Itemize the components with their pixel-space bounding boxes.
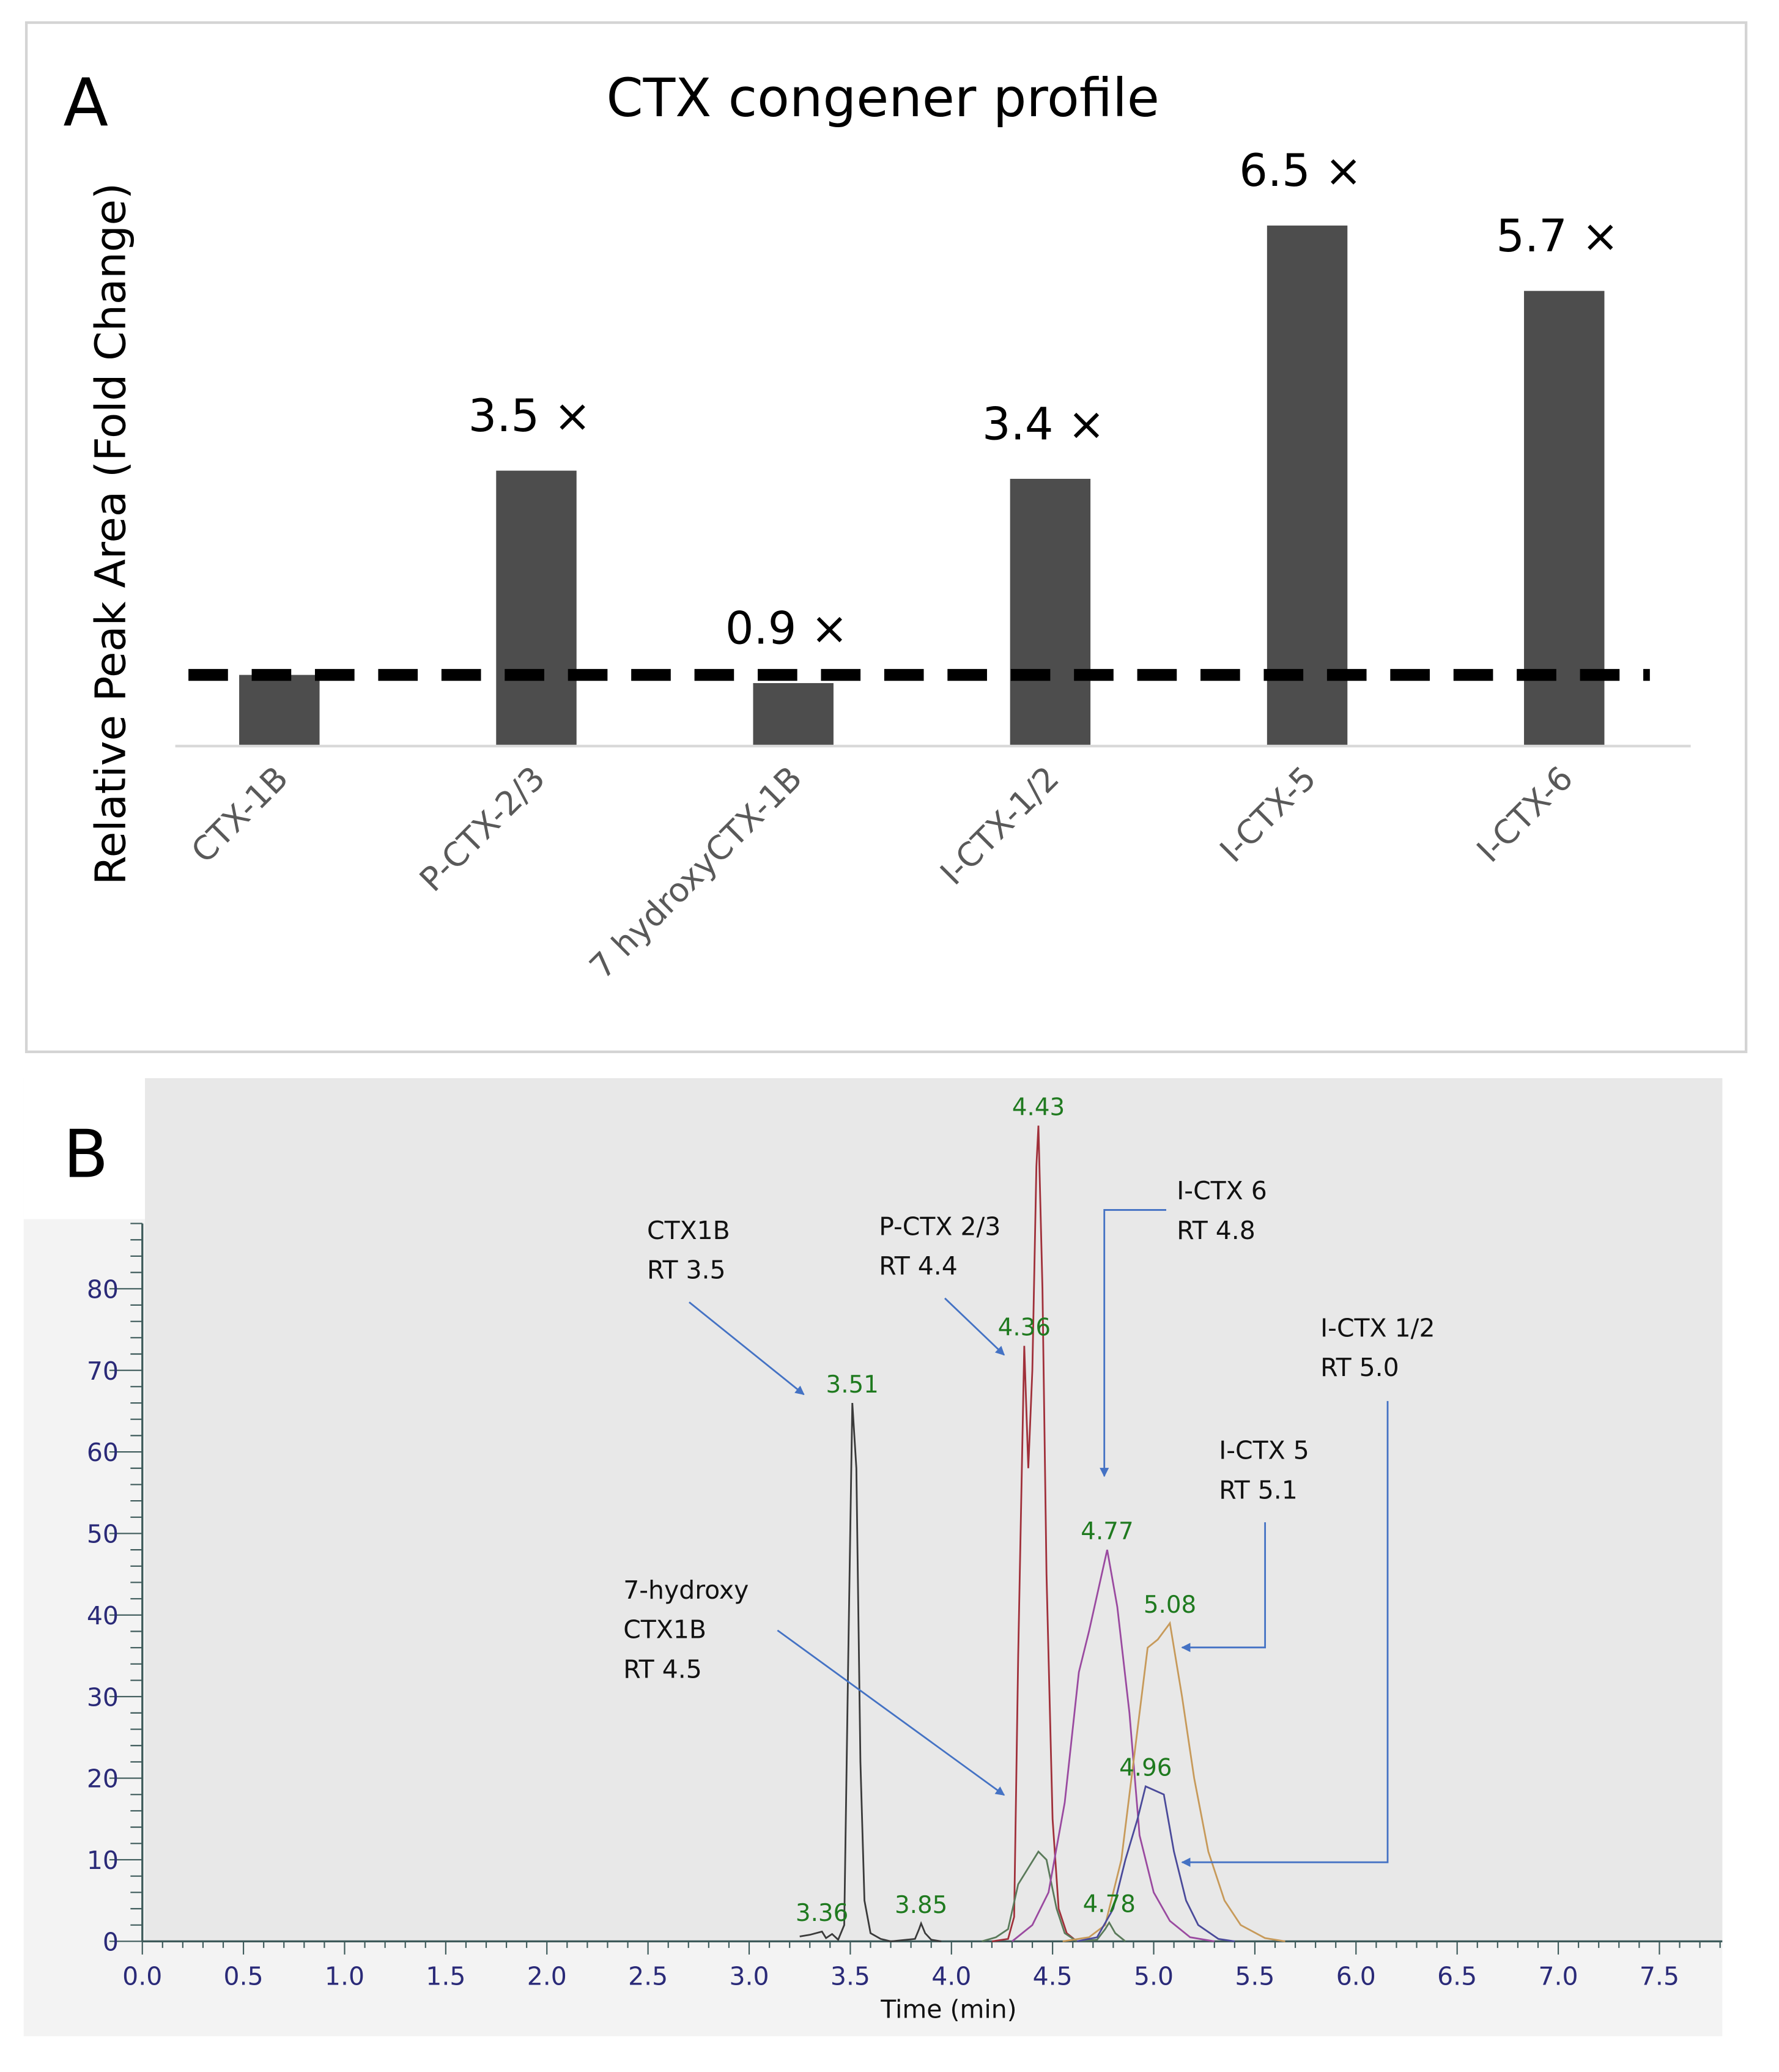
x-tick-label: 1.0 <box>325 1961 364 1991</box>
y-tick-label: 40 <box>87 1601 119 1630</box>
annotation-line: RT 4.5 <box>623 1654 702 1684</box>
annotation-line: RT 5.1 <box>1219 1475 1298 1504</box>
peak-label: 4.96 <box>1119 1755 1172 1782</box>
panel-a: A CTX congener profile Relative Peak Are… <box>24 21 1748 1054</box>
x-tick-label: 5.5 <box>1235 1961 1274 1991</box>
annotation-7-hydroxy: 7-hydroxy CTX1B RT 4.5 <box>623 1575 1005 1796</box>
trace-i-ctx-5 <box>1062 1621 1285 1942</box>
panel-b-label-box <box>23 1078 146 1219</box>
annotation-line: 7-hydroxy <box>623 1575 749 1605</box>
annotation-line: RT 5.0 <box>1320 1353 1399 1382</box>
annotation-line: I-CTX 5 <box>1219 1436 1309 1465</box>
annotation-ictx6: I-CTX 6 RT 4.8 <box>1100 1176 1267 1478</box>
y-tick-label: 60 <box>87 1438 119 1467</box>
peak-label: 4.77 <box>1081 1518 1133 1545</box>
annotation-line: CTX1B <box>623 1615 706 1645</box>
x-tick-label: 6.5 <box>1437 1961 1477 1991</box>
trace-7-hydroxy-ctx1b <box>982 1850 1126 1942</box>
trace-i-ctx-1-2 <box>1076 1785 1235 1942</box>
annotation-arrow <box>1181 1400 1389 1867</box>
y-tick-label: 70 <box>87 1356 119 1386</box>
data-label: 5.7 × <box>1496 210 1619 262</box>
annotation-line: P-CTX 2/3 <box>879 1212 1000 1241</box>
trace-ctx1b <box>799 1402 942 1942</box>
annotation-arrow <box>1100 1209 1167 1478</box>
data-label: 3.5 × <box>468 390 591 442</box>
annotation-arrow <box>689 1301 805 1396</box>
x-tick-label: 2.5 <box>628 1961 668 1991</box>
trace-p-ctx-2-3 <box>991 1125 1078 1942</box>
chromatogram-traces <box>799 1125 1285 1942</box>
x-tick-label: 0.0 <box>122 1961 162 1991</box>
x-axis-label: Time (min) <box>880 1994 1016 2024</box>
bar <box>239 675 320 746</box>
data-label: 3.4 × <box>982 398 1105 450</box>
peak-label: 5.08 <box>1144 1591 1196 1619</box>
y-tick-label: 30 <box>87 1682 119 1712</box>
x-tick-label: 4.0 <box>931 1961 971 1991</box>
x-tick-label: 1.5 <box>426 1961 465 1991</box>
peak-label: 3.51 <box>826 1371 879 1399</box>
annotation-line: I-CTX 6 <box>1177 1176 1267 1205</box>
y-tick-label: 50 <box>87 1520 119 1549</box>
annotation-line: RT 4.4 <box>879 1251 958 1281</box>
panel-a-label: A <box>63 65 108 141</box>
chromatogram-axes: 0 10 20 30 40 50 60 70 80 0.0 0.5 1.0 1.5 2.0 2.5 3.0 3.… <box>87 1223 1723 1991</box>
bar <box>496 470 577 746</box>
bar <box>1267 225 1348 746</box>
x-tick-label: 3.0 <box>729 1961 769 1991</box>
x-tick-label: 7.5 <box>1640 1961 1679 1991</box>
y-axis-label: Relative Peak Area (Fold Change) <box>87 183 136 885</box>
panel-b-label: B <box>63 1117 108 1193</box>
y-tick-label: 0 <box>103 1927 119 1956</box>
peak-label: 3.85 <box>895 1892 947 1919</box>
peak-label: 4.43 <box>1012 1093 1065 1121</box>
x-tick-label: 0.5 <box>224 1961 264 1991</box>
y-tick-label: 10 <box>87 1846 119 1875</box>
peak-label: 4.36 <box>998 1314 1051 1341</box>
bar <box>753 683 834 746</box>
panel-b: B 0 10 20 30 40 50 60 70 80 0.0 0.5 1.0 1.5 2.0 2.5 3.0… <box>23 1078 1723 2037</box>
x-tick-label: 5.0 <box>1134 1961 1174 1991</box>
peak-label: 3.36 <box>796 1900 848 1927</box>
x-tick-label: 4.5 <box>1033 1961 1073 1991</box>
data-label: 6.5 × <box>1239 145 1362 197</box>
annotation-ictx5: I-CTX 5 RT 5.1 <box>1181 1436 1309 1652</box>
peak-labels: 4.43 4.36 3.51 4.77 5.08 4.96 4.78 3.36 3.85 <box>796 1093 1196 1927</box>
annotation-arrow <box>777 1629 1005 1796</box>
annotation-line: CTX1B <box>647 1216 730 1245</box>
peak-label: 4.78 <box>1083 1890 1136 1918</box>
annotation-ictx12: I-CTX 1/2 RT 5.0 <box>1181 1313 1435 1867</box>
x-tick-label: 3.5 <box>830 1961 870 1991</box>
x-tick-label: 2.0 <box>527 1961 567 1991</box>
annotation-line: RT 4.8 <box>1177 1216 1256 1245</box>
y-tick-label: 20 <box>87 1764 119 1794</box>
trace-i-ctx-6 <box>1012 1549 1215 1942</box>
annotation-arrow <box>944 1297 1005 1356</box>
annotation-ctx1b: CTX1B RT 3.5 <box>647 1216 805 1396</box>
annotation-pctx23: P-CTX 2/3 RT 4.4 <box>879 1212 1005 1356</box>
annotation-arrow <box>1181 1522 1267 1652</box>
x-tick-label: 7.0 <box>1539 1961 1578 1991</box>
chart-title: CTX congener profile <box>606 68 1159 129</box>
annotation-line: I-CTX 1/2 <box>1320 1313 1435 1342</box>
plot-area <box>145 1078 1723 1942</box>
data-label: 0.9 × <box>725 602 848 654</box>
x-tick-label: 6.0 <box>1336 1961 1376 1991</box>
y-tick-label: 80 <box>87 1275 119 1304</box>
panel-a-border <box>24 21 1748 1054</box>
bar <box>1010 478 1091 746</box>
annotation-line: RT 3.5 <box>647 1255 726 1284</box>
